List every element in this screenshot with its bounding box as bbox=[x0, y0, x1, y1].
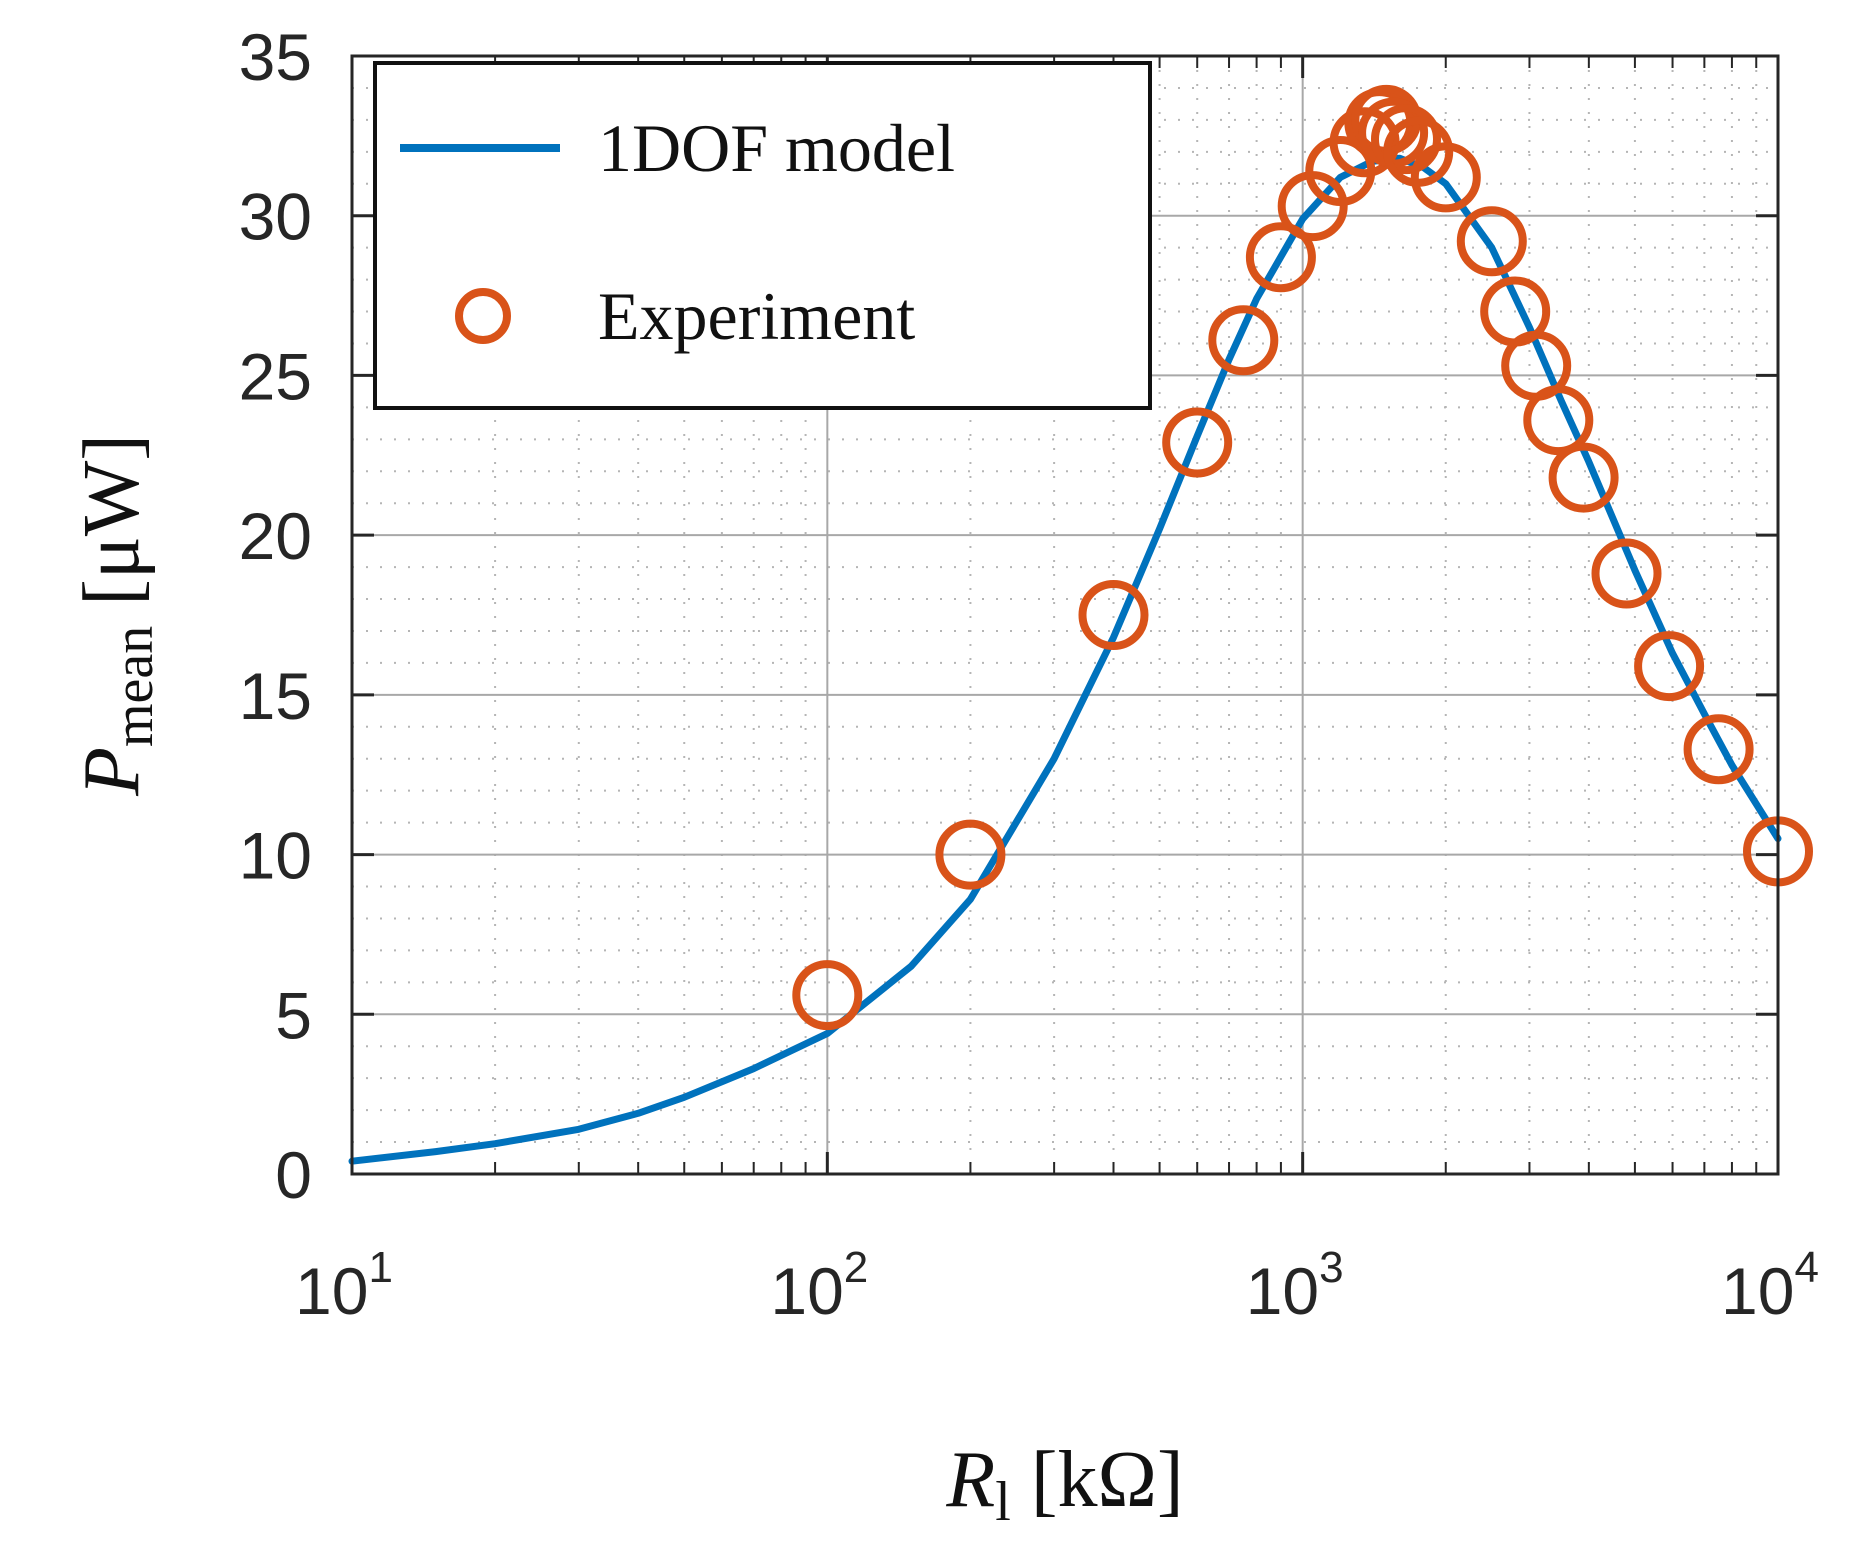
y-tick-label: 5 bbox=[275, 978, 312, 1052]
x-tick-exponent: 2 bbox=[844, 1243, 868, 1292]
y-tick-label: 25 bbox=[239, 339, 312, 413]
x-tick-exponent: 1 bbox=[368, 1243, 392, 1292]
x-tick-base: 10 bbox=[295, 1254, 368, 1328]
x-tick-base: 10 bbox=[1721, 1254, 1794, 1328]
x-tick-label: 103 bbox=[1246, 1243, 1344, 1328]
x-tick-label: 102 bbox=[770, 1243, 868, 1328]
legend-label-experiment: Experiment bbox=[598, 278, 915, 354]
x-axis-label-unit: [kΩ] bbox=[1031, 1436, 1184, 1524]
experiment-marker bbox=[1456, 206, 1527, 277]
experiment-marker bbox=[1523, 385, 1594, 456]
legend-label-model: 1DOF model bbox=[598, 110, 955, 186]
y-axis-label-subscript: mean bbox=[103, 626, 165, 747]
legend: 1DOF model Experiment bbox=[373, 61, 1152, 410]
x-tick-label: 104 bbox=[1721, 1243, 1819, 1328]
legend-box bbox=[373, 61, 1152, 410]
y-axis-label: Pmean [μW] bbox=[68, 434, 165, 797]
experiment-marker bbox=[1329, 107, 1400, 178]
x-axis-label: Rl [kΩ] bbox=[945, 1436, 1183, 1533]
experiment-marker bbox=[1591, 538, 1662, 609]
x-axis-label-subscript: l bbox=[995, 1471, 1011, 1533]
x-tick-labels: 101 102 103 104 bbox=[295, 1243, 1819, 1328]
y-tick-label: 30 bbox=[239, 180, 312, 254]
x-tick-label: 101 bbox=[295, 1243, 393, 1328]
x-tick-base: 10 bbox=[770, 1254, 843, 1328]
experiment-marker bbox=[1683, 714, 1754, 785]
x-tick-base: 10 bbox=[1246, 1254, 1319, 1328]
experiment-marker bbox=[1208, 305, 1279, 376]
experiment-marker bbox=[1548, 442, 1619, 513]
y-tick-label: 0 bbox=[275, 1138, 312, 1212]
y-axis-label-symbol: P bbox=[68, 747, 156, 797]
experiment-marker bbox=[792, 960, 863, 1031]
experiment-marker bbox=[1634, 631, 1705, 702]
y-tick-label: 35 bbox=[239, 20, 312, 94]
experiment-marker bbox=[935, 819, 1006, 890]
y-tick-label: 15 bbox=[239, 659, 312, 733]
experiment-marker bbox=[1410, 142, 1481, 213]
x-tick-exponent: 4 bbox=[1794, 1243, 1818, 1292]
y-axis-label-unit: [μW] bbox=[68, 434, 156, 606]
x-axis-label-symbol: R bbox=[945, 1436, 995, 1524]
legend-marker-swatch bbox=[455, 288, 511, 344]
series-line-model bbox=[348, 154, 1782, 1165]
axes-box bbox=[350, 54, 1780, 1176]
y-tick-label: 10 bbox=[239, 819, 312, 893]
y-tick-label: 20 bbox=[239, 499, 312, 573]
experiment-marker bbox=[1078, 580, 1149, 650]
y-tick-labels: 0 5 10 15 20 25 30 35 bbox=[239, 20, 312, 1212]
experiment-marker bbox=[1162, 407, 1233, 478]
x-tick-exponent: 3 bbox=[1319, 1243, 1343, 1292]
experiment-marker bbox=[1245, 222, 1316, 293]
experiment-marker bbox=[1371, 104, 1441, 175]
